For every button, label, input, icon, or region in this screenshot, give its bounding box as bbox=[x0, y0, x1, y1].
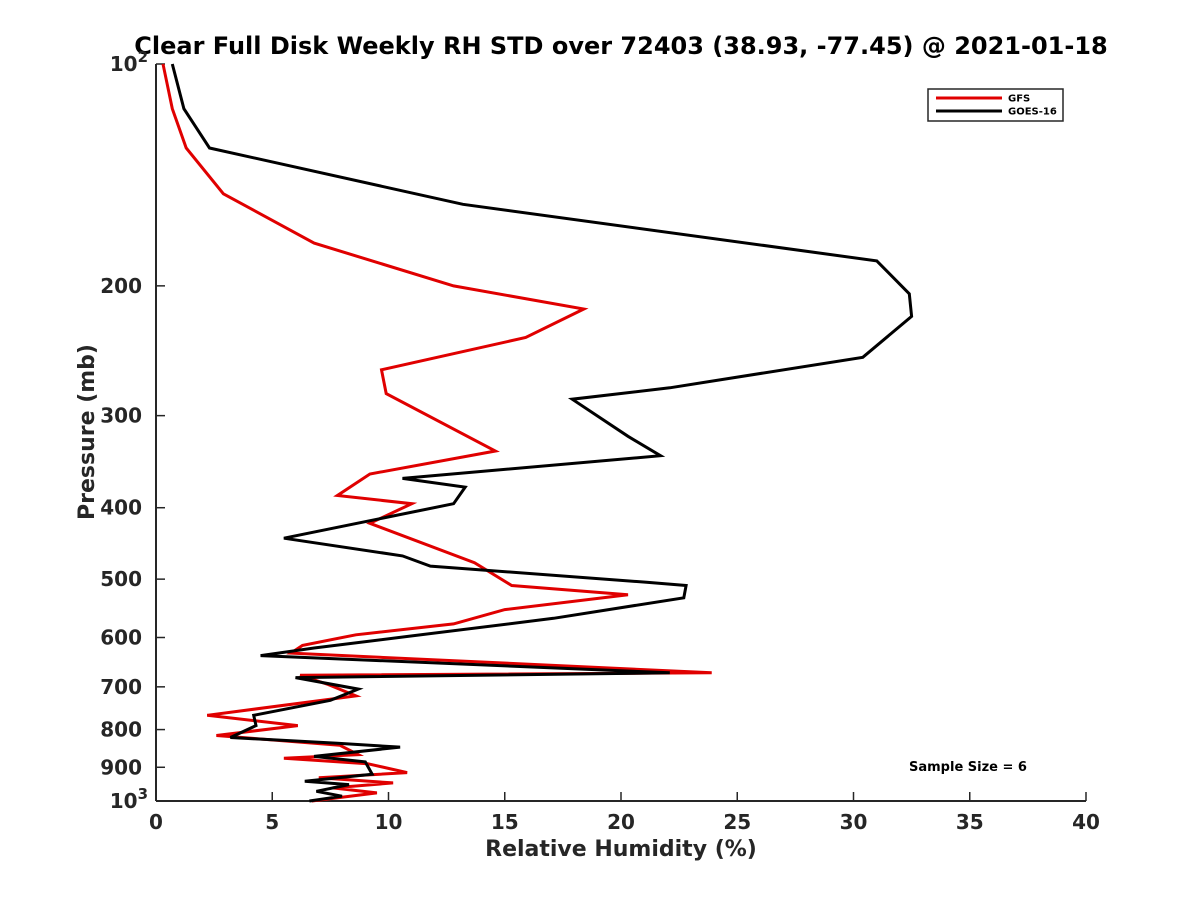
chart-title: Clear Full Disk Weekly RH STD over 72403… bbox=[134, 32, 1107, 60]
y-tick-label: 700 bbox=[100, 675, 142, 699]
x-tick-label: 20 bbox=[607, 810, 635, 834]
series-line-goes-16 bbox=[170, 63, 914, 803]
x-tick-label: 30 bbox=[840, 810, 868, 834]
y-tick-label: 600 bbox=[100, 625, 142, 649]
y-tick-label: 800 bbox=[100, 718, 142, 742]
plot-area: 0 5 10 15 20 25 30 35 40 10220030040050060070080… bbox=[100, 48, 1100, 834]
x-tick-label: 25 bbox=[723, 810, 751, 834]
x-ticks: 0 5 10 15 20 25 30 35 40 bbox=[149, 792, 1100, 834]
y-tick-exponent: 3 bbox=[138, 785, 148, 803]
legend: GFS GOES-16 bbox=[927, 88, 1064, 122]
y-tick-label: 400 bbox=[100, 496, 142, 520]
series-lines bbox=[161, 63, 914, 803]
legend-label-goes16: GOES-16 bbox=[1008, 107, 1057, 118]
y-tick-label: 900 bbox=[100, 755, 142, 779]
y-tick-label: 200 bbox=[100, 274, 142, 298]
y-tick-base: 10 bbox=[110, 789, 138, 813]
y-axis-label: Pressure (mb) bbox=[75, 344, 100, 520]
legend-box bbox=[927, 88, 1064, 122]
sample-size-annotation: Sample Size = 6 bbox=[909, 760, 1027, 775]
series-line-gfs bbox=[161, 63, 712, 803]
x-axis-label: Relative Humidity (%) bbox=[485, 837, 757, 862]
x-tick-label: 5 bbox=[265, 810, 279, 834]
x-tick-label: 40 bbox=[1072, 810, 1100, 834]
x-tick-label: 15 bbox=[491, 810, 519, 834]
x-tick-label: 10 bbox=[375, 810, 403, 834]
y-tick-label: 300 bbox=[100, 404, 142, 428]
y-tick-base: 10 bbox=[110, 52, 138, 76]
x-tick-label: 0 bbox=[149, 810, 163, 834]
x-tick-label: 35 bbox=[956, 810, 984, 834]
legend-label-gfs: GFS bbox=[1008, 94, 1030, 105]
y-tick-label: 102 bbox=[110, 48, 148, 76]
y-tick-label: 500 bbox=[100, 567, 142, 591]
y-tick-exponent: 2 bbox=[138, 48, 148, 66]
y-tick-label: 103 bbox=[110, 785, 148, 813]
